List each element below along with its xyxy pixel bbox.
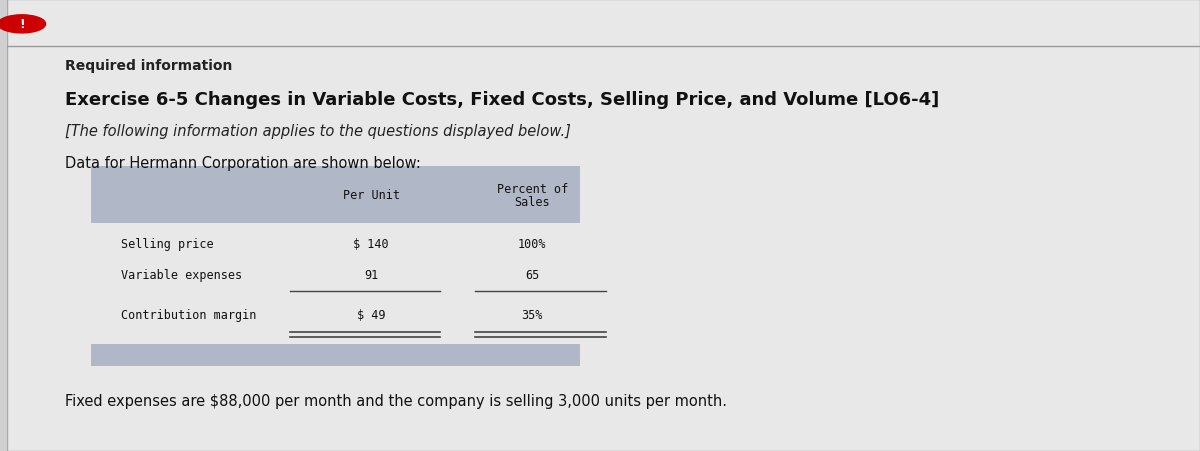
Text: Selling price: Selling price — [121, 238, 214, 251]
Text: 65: 65 — [526, 269, 539, 281]
Text: Sales: Sales — [515, 195, 550, 208]
Text: $ 140: $ 140 — [353, 238, 389, 251]
Text: 91: 91 — [364, 269, 378, 281]
Text: 100%: 100% — [518, 238, 546, 251]
Text: Contribution margin: Contribution margin — [121, 308, 256, 321]
Text: Variable expenses: Variable expenses — [121, 269, 242, 281]
Text: Required information: Required information — [65, 59, 232, 72]
Text: Data for Hermann Corporation are shown below:: Data for Hermann Corporation are shown b… — [65, 156, 420, 171]
Text: Exercise 6-5 Changes in Variable Costs, Fixed Costs, Selling Price, and Volume [: Exercise 6-5 Changes in Variable Costs, … — [65, 91, 938, 109]
Text: !: ! — [19, 18, 25, 31]
Circle shape — [0, 16, 46, 34]
FancyBboxPatch shape — [91, 345, 580, 366]
Text: $ 49: $ 49 — [356, 308, 385, 321]
Text: Per Unit: Per Unit — [343, 189, 400, 201]
Text: 35%: 35% — [522, 308, 542, 321]
Text: Percent of: Percent of — [497, 183, 568, 196]
FancyBboxPatch shape — [91, 167, 580, 223]
FancyBboxPatch shape — [7, 0, 1200, 451]
Text: [The following information applies to the questions displayed below.]: [The following information applies to th… — [65, 124, 570, 139]
Text: Fixed expenses are $88,000 per month and the company is selling 3,000 units per : Fixed expenses are $88,000 per month and… — [65, 393, 727, 408]
